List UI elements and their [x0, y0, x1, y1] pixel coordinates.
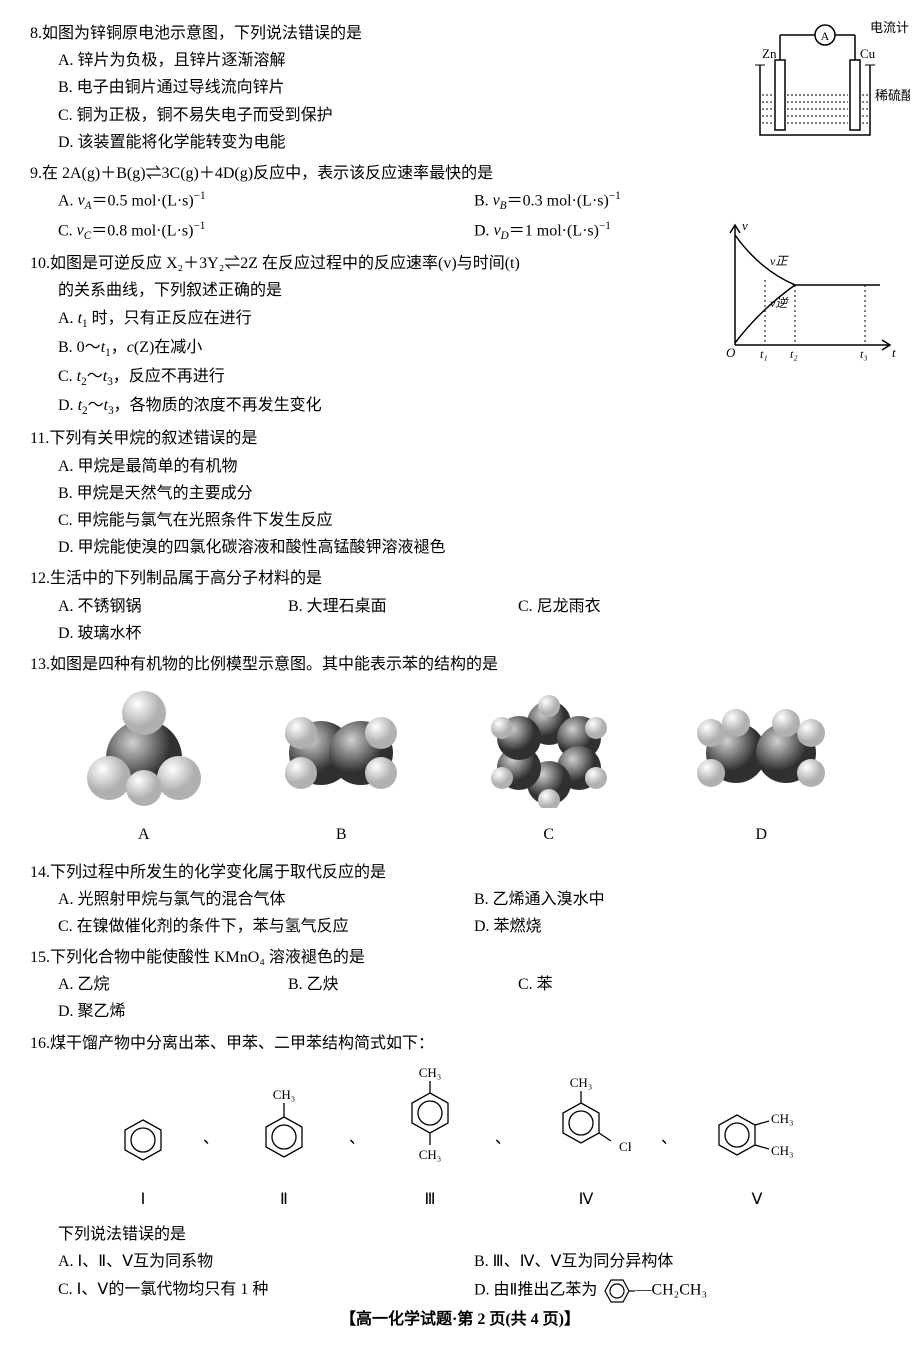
model-b: B	[266, 688, 416, 848]
t-axis: t	[892, 345, 896, 360]
q16-opt-b: B. Ⅲ、Ⅳ、Ⅴ互为同分异构体	[474, 1248, 890, 1275]
q12-opt-d: D. 玻璃水杯	[58, 620, 238, 647]
question-12: 12.生活中的下列制品属于高分子材料的是 A. 不锈钢锅 B. 大理石桌面 C.…	[30, 565, 890, 647]
svg-text:CH₃: CH₃	[419, 1065, 442, 1080]
struct-5: CH₃ CH₃ Ⅴ	[707, 1085, 807, 1213]
q8-text: 8.如图为锌铜原电池示意图，下列说法错误的是	[30, 20, 890, 47]
q13-text: 13.如图是四种有机物的比例模型示意图。其中能表示苯的结构的是	[30, 651, 890, 678]
q14-opt-a: A. 光照射甲烷与氯气的混合气体	[58, 886, 474, 913]
model-c: C	[474, 688, 624, 848]
q14-opt-c: C. 在镍做催化剂的条件下，苯与氢气反应	[58, 913, 474, 940]
q8-opt-c: C. 铜为正极，铜不易失电子而受到保护	[58, 102, 890, 129]
question-16: 16.煤干馏产物中分离出苯、甲苯、二甲苯结构简式如下： Ⅰ 、 CH₃ Ⅱ 、 …	[30, 1030, 890, 1306]
model-d-label: D	[681, 821, 841, 848]
q15-opt-c: C. 苯	[518, 971, 698, 998]
q9-opt-c: C. vC＝0.8 mol·(L·s)−1	[58, 217, 474, 247]
q9-opt-b: B. vB＝0.3 mol·(L·s)−1	[474, 187, 890, 217]
structures-row: Ⅰ 、 CH₃ Ⅱ 、 CH₃ CH₃ Ⅲ 、	[30, 1065, 890, 1213]
q12-text: 12.生活中的下列制品属于高分子材料的是	[30, 565, 890, 592]
q14-opt-b: B. 乙烯通入溴水中	[474, 886, 890, 913]
page-footer: 【高一化学试题·第 2 页(共 4 页)】	[0, 1306, 920, 1333]
q9-opt-a: A. vA＝0.5 mol·(L·s)−1	[58, 187, 474, 217]
q10-opt-d: D. t2～t3，各物质的浓度不再发生变化	[58, 392, 890, 421]
model-c-label: C	[474, 821, 624, 848]
model-a-label: A	[79, 821, 209, 848]
question-13: 13.如图是四种有机物的比例模型示意图。其中能表示苯的结构的是 A	[30, 651, 890, 849]
svg-text:CH₃: CH₃	[419, 1147, 442, 1162]
question-14: 14.下列过程中所发生的化学变化属于取代反应的是 A. 光照射甲烷与氯气的混合气…	[30, 859, 890, 941]
q10-text: 10.如图是可逆反应 X₂＋3Y₂⇌2Z 在反应过程中的反应速率(v)与时间(t…	[30, 250, 890, 277]
question-8: 8.如图为锌铜原电池示意图，下列说法错误的是 A. 锌片为负极，且锌片逐渐溶解 …	[30, 20, 890, 156]
q16-opt-a: A. Ⅰ、Ⅱ、Ⅴ互为同系物	[58, 1248, 474, 1275]
q14-opt-d: D. 苯燃烧	[474, 913, 890, 940]
q16-opt-d: D. 由Ⅱ推出乙苯为 —CH₂CH₃	[474, 1276, 890, 1306]
q12-opt-b: B. 大理石桌面	[288, 593, 468, 620]
model-b-label: B	[266, 821, 416, 848]
q15-opt-d: D. 聚乙烯	[58, 998, 238, 1025]
svg-text:CH₃: CH₃	[570, 1075, 593, 1090]
q16-text: 16.煤干馏产物中分离出苯、甲苯、二甲苯结构简式如下：	[30, 1030, 890, 1057]
q16-opt-c: C. Ⅰ、Ⅴ的一氯代物均只有 1 种	[58, 1276, 474, 1303]
question-15: 15.下列化合物中能使酸性 KMnO₄ 溶液褪色的是 A. 乙烷 B. 乙炔 C…	[30, 944, 890, 1026]
struct-2: CH₃ Ⅱ	[249, 1085, 319, 1213]
struct-1: Ⅰ	[113, 1085, 173, 1213]
q8-opt-a: A. 锌片为负极，且锌片逐渐溶解	[58, 47, 890, 74]
q10-opt-b: B. 0～t1，c(Z)在减小	[58, 334, 890, 363]
q10-opt-a: A. t1 时，只有正反应在进行	[58, 305, 890, 334]
svg-text:CH₃: CH₃	[771, 1143, 794, 1158]
q11-text: 11.下列有关甲烷的叙述错误的是	[30, 425, 890, 452]
q15-opt-b: B. 乙炔	[288, 971, 468, 998]
svg-text:CH₃: CH₃	[273, 1087, 296, 1102]
svg-text:CH₃: CH₃	[619, 1139, 631, 1154]
q11-opt-c: C. 甲烷能与氯气在光照条件下发生反应	[58, 507, 890, 534]
q9-opt-d: D. vD＝1 mol·(L·s)−1	[474, 217, 890, 247]
question-11: 11.下列有关甲烷的叙述错误的是 A. 甲烷是最简单的有机物 B. 甲烷是天然气…	[30, 425, 890, 561]
q11-opt-a: A. 甲烷是最简单的有机物	[58, 453, 890, 480]
question-10: 10.如图是可逆反应 X₂＋3Y₂⇌2Z 在反应过程中的反应速率(v)与时间(t…	[30, 250, 890, 421]
q16-text2: 下列说法错误的是	[30, 1221, 890, 1248]
q11-opt-b: B. 甲烷是天然气的主要成分	[58, 480, 890, 507]
q14-text: 14.下列过程中所发生的化学变化属于取代反应的是	[30, 859, 890, 886]
model-d: D	[681, 688, 841, 848]
svg-text:CH₃: CH₃	[771, 1111, 794, 1126]
struct-4: CH₃ CH₃ Ⅳ	[541, 1075, 631, 1213]
q8-opt-b: B. 电子由铜片通过导线流向锌片	[58, 74, 890, 101]
q10-opt-c: C. t2～t3，反应不再进行	[58, 363, 890, 392]
q15-text: 15.下列化合物中能使酸性 KMnO₄ 溶液褪色的是	[30, 944, 890, 971]
q12-opt-c: C. 尼龙雨衣	[518, 593, 698, 620]
q11-opt-d: D. 甲烷能使溴的四氯化碳溶液和酸性高锰酸钾溶液褪色	[58, 534, 890, 561]
struct-3: CH₃ CH₃ Ⅲ	[395, 1065, 465, 1213]
q9-text: 9.在 2A(g)＋B(g)⇌3C(g)＋4D(g)反应中，表示该反应速率最快的…	[30, 160, 890, 187]
q10-text2: 的关系曲线，下列叙述正确的是	[30, 277, 890, 304]
model-a: A	[79, 688, 209, 848]
question-9: 9.在 2A(g)＋B(g)⇌3C(g)＋4D(g)反应中，表示该反应速率最快的…	[30, 160, 890, 246]
q15-opt-a: A. 乙烷	[58, 971, 238, 998]
q12-opt-a: A. 不锈钢锅	[58, 593, 238, 620]
q8-opt-d: D. 该装置能将化学能转变为电能	[58, 129, 890, 156]
